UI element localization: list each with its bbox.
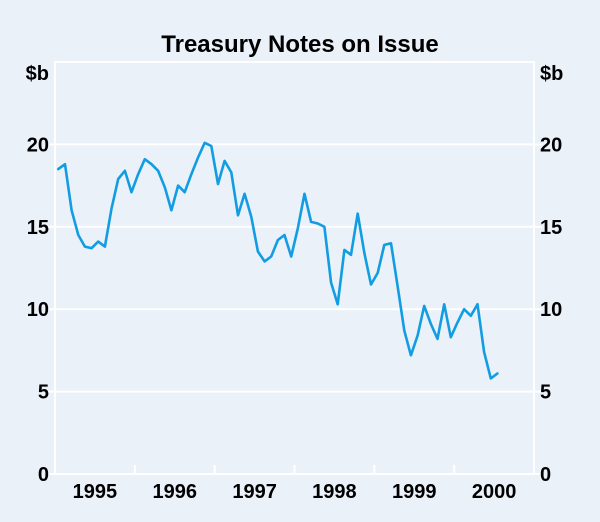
x-axis-label-1995: 1995 [73, 481, 118, 503]
treasury-notes-series-line [56, 141, 499, 380]
y-axis-labels-right: 0 5 10 15 20 [540, 134, 562, 486]
y-axis-label-left-10: 10 [27, 299, 49, 321]
gridlines [55, 143, 534, 393]
unit-label-right: $b [540, 63, 563, 85]
x-axis-label-1998: 1998 [312, 481, 357, 503]
y-axis-label-right-20: 20 [540, 134, 562, 156]
x-axis-label-2000: 2000 [472, 481, 517, 503]
y-axis-label-left-15: 15 [27, 217, 49, 239]
y-axis-label-right-0: 0 [540, 464, 551, 486]
y-axis-label-right-15: 15 [540, 217, 562, 239]
y-axis-labels-left: 0 5 10 15 20 [27, 134, 49, 486]
chart-title: Treasury Notes on Issue [161, 31, 438, 58]
x-axis-label-1997: 1997 [232, 481, 277, 503]
x-axis-label-1996: 1996 [153, 481, 198, 503]
y-axis-label-right-10: 10 [540, 299, 562, 321]
x-axis-year-labels: 1995 1996 1997 1998 1999 2000 [73, 481, 517, 503]
y-axis-label-right-5: 5 [540, 382, 551, 404]
y-axis-label-left-20: 20 [27, 134, 49, 156]
unit-label-left: $b [26, 63, 49, 85]
y-axis-label-left-0: 0 [38, 464, 49, 486]
plot-frame [54, 61, 535, 475]
axis-ticks [47, 143, 542, 475]
x-axis-label-1999: 1999 [392, 481, 437, 503]
y-axis-label-left-5: 5 [38, 382, 49, 404]
